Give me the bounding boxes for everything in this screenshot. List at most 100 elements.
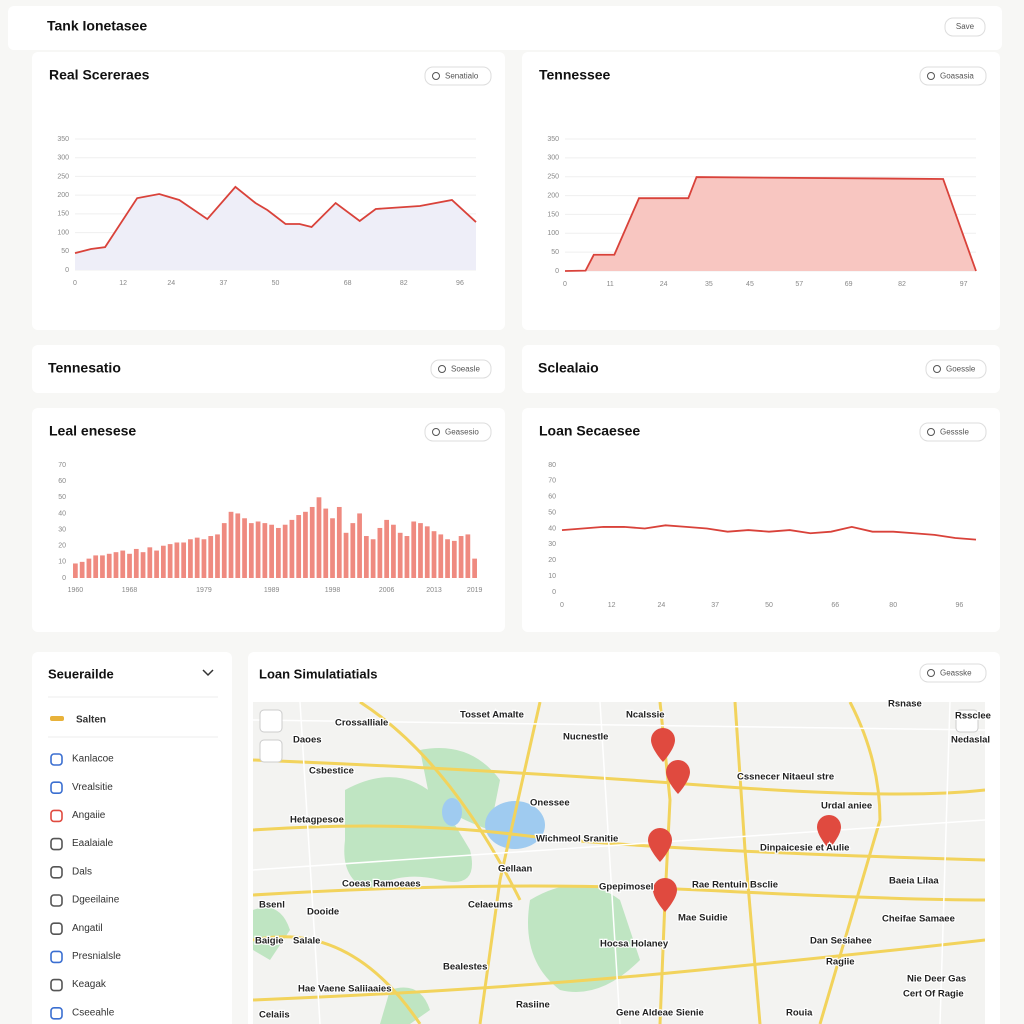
x-tick-label: 1998 [325,587,341,594]
action-button[interactable] [919,663,987,683]
park [528,885,640,992]
action-button[interactable] [430,359,492,379]
bar [127,553,132,578]
y-tick-label: 150 [547,211,559,218]
save-button-label[interactable]: Save [956,22,975,31]
sidebar-item[interactable]: Keagak [72,979,107,990]
panel [32,345,505,393]
bar [113,552,119,578]
action-button-label[interactable]: Geasske [940,669,972,678]
lake [442,798,462,826]
action-button-label[interactable]: Geasesio [445,428,479,437]
map-label: Baeia Lilaa [889,876,939,887]
action-button[interactable] [424,66,492,86]
sidebar-active[interactable]: Salten [76,715,106,726]
y-tick-label: 200 [57,192,69,199]
bar [208,536,214,578]
bar [451,540,457,578]
sidebar-item[interactable]: Angaiie [72,810,106,821]
button-icon [927,72,935,80]
y-tick-label: 30 [548,541,556,548]
bar [323,508,329,578]
action-button[interactable] [424,422,492,442]
x-tick-label: 96 [456,280,464,287]
map-label: Mae Suidie [678,913,728,924]
bar [431,531,437,578]
bar [194,537,200,578]
sidebar-item[interactable]: Cseeahle [72,1007,115,1018]
action-button[interactable] [919,66,987,86]
map-label: Hae Vaene Saliiaaies [298,984,391,995]
x-tick-label: 0 [563,281,567,288]
bar [147,547,153,578]
item-icon [50,781,63,795]
map-label: Rsnase [888,699,922,710]
x-tick-label: 82 [400,280,408,287]
map-control[interactable] [259,739,283,763]
item-icon [50,894,63,907]
x-tick-label: 80 [889,602,897,609]
area-fill [75,186,476,270]
y-tick-label: 0 [65,267,69,274]
map-label: Hetagpesoe [290,815,344,826]
bar [255,521,261,578]
x-tick-label: 12 [119,280,127,287]
action-button-label[interactable]: Soeasle [451,365,480,374]
sidebar-item[interactable]: Eaalaiale [72,838,114,849]
map-label: Celaeums [468,900,513,911]
y-tick-label: 200 [547,192,559,199]
map-control[interactable] [955,709,979,733]
bar [188,539,193,578]
bar [79,561,85,578]
sidebar-item[interactable]: Vrealsitie [72,782,113,793]
sidebar-item[interactable]: Kanlacoe [72,754,114,765]
map-label: Ncalssie [626,710,665,721]
x-tick-label: 2006 [379,587,395,594]
action-button-label[interactable]: Gesssle [940,428,969,437]
pins [648,728,841,912]
sidebar-item[interactable]: Presnialsle [72,951,121,962]
save-button[interactable] [944,17,986,37]
x-tick-label: 50 [272,280,280,287]
button-icon [432,72,440,80]
bar [316,497,322,578]
button-icon [432,428,440,436]
button-icon [927,428,935,436]
x-tick-label: 24 [167,280,175,287]
chevron[interactable] [202,669,214,677]
line [74,185,477,255]
map-label: Cssnecer Nitaeul stre [737,772,834,783]
action-button-label[interactable]: Senatialo [445,72,479,81]
sidebar-item[interactable]: Angatil [72,923,103,934]
map-control[interactable] [259,709,283,733]
x-tick-label: 0 [560,602,564,609]
chart-card [32,52,505,330]
map-label: Coeas Ramoeaes [342,879,421,890]
streets [253,702,985,1024]
bar [438,534,444,578]
x-tick-label: 1989 [264,587,280,594]
map-label: Baigie [255,936,284,947]
action-button[interactable] [919,422,987,442]
map-label: Urdal aniee [821,801,872,812]
x-tick-label: 57 [795,281,803,288]
bar [242,518,247,578]
item-icon [50,809,63,823]
item-icon [50,716,64,721]
y-tick-label: 10 [548,573,556,580]
bar [384,519,390,578]
action-button[interactable] [925,359,987,379]
map-label: Rae Rentuin Bsclie [692,880,778,891]
item-icon [50,950,63,964]
sidebar-item[interactable]: Dgeeilaine [72,895,120,906]
map-label: Daoes [293,735,322,746]
map-label: Rssclee [955,711,991,722]
action-button-label[interactable]: Goessle [946,365,976,374]
x-tick-label: 1960 [68,587,84,594]
bar [120,550,126,578]
chart-title: Tennessee [539,67,611,83]
action-button-label[interactable]: Goasasia [940,72,974,81]
bar [86,558,92,578]
sidebar-item[interactable]: Dals [72,866,92,877]
